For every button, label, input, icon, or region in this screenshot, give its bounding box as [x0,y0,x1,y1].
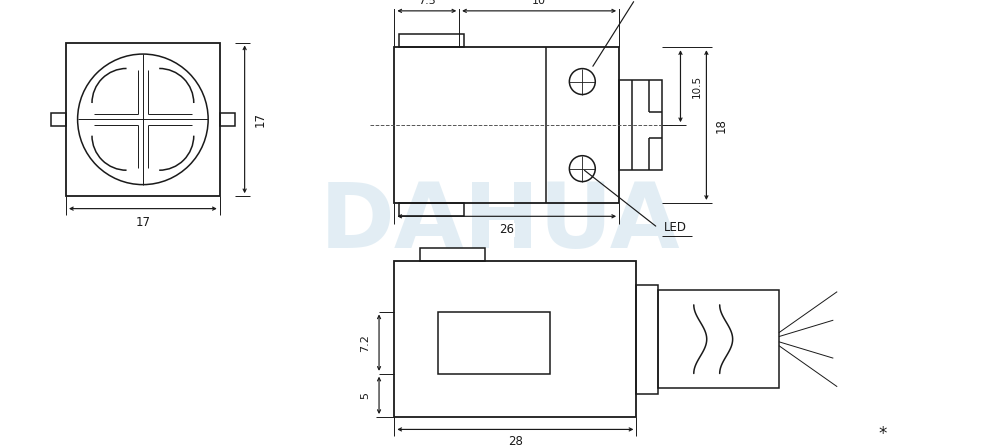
Text: LED: LED [664,221,687,234]
Text: 17: 17 [254,112,267,127]
Text: *: * [878,425,887,443]
Text: 7.2: 7.2 [360,334,370,352]
Text: 28: 28 [508,435,523,447]
Text: 26: 26 [499,223,514,236]
Text: 17: 17 [135,215,150,228]
Text: DAHUA: DAHUA [320,179,680,267]
Text: 7.5: 7.5 [418,0,436,6]
Text: 10.5: 10.5 [692,75,702,98]
Text: 18: 18 [714,118,727,133]
Text: 5: 5 [361,392,371,399]
Text: 10: 10 [532,0,546,6]
